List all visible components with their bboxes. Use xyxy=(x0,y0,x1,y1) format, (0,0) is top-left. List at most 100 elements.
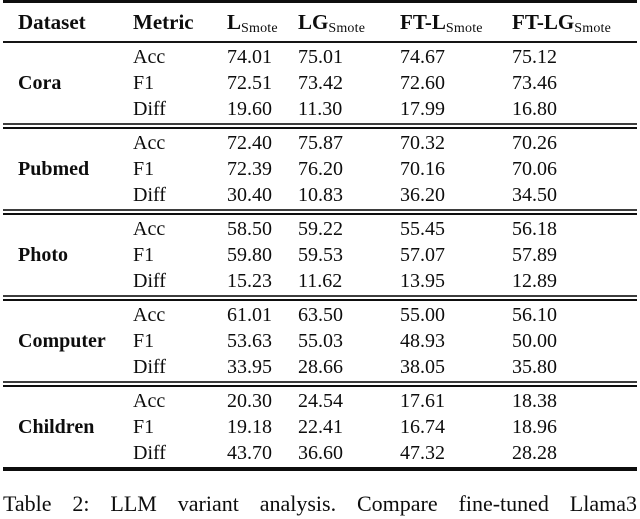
value-cell-1: 75.87 xyxy=(298,132,343,154)
table-row: Diff 33.95 28.66 38.05 35.80 xyxy=(0,354,640,380)
method-subscript: Smote xyxy=(328,20,366,36)
table-row: Acc 72.40 75.87 70.32 70.26 xyxy=(0,130,640,156)
table-row: Acc 58.50 59.22 55.45 56.18 xyxy=(0,216,640,242)
value-cell-0: 72.39 xyxy=(227,158,272,180)
method-name: L xyxy=(227,9,242,34)
metric-cell: Acc xyxy=(133,132,166,154)
value-cell-3: 75.12 xyxy=(512,46,557,68)
value-cell-3: 50.00 xyxy=(512,330,557,352)
header-cell-method-3: FT-LGSmote xyxy=(512,9,640,36)
metric-cell: Acc xyxy=(133,304,166,326)
metric-cell: Diff xyxy=(133,270,166,292)
table-row: Children F1 19.18 22.41 16.74 18.96 xyxy=(0,414,640,440)
table-row: Acc 61.01 63.50 55.00 56.10 xyxy=(0,302,640,328)
value-cell-1: 24.54 xyxy=(298,390,343,412)
value-cell-1: 73.42 xyxy=(298,72,343,94)
value-cell-2: 36.20 xyxy=(400,184,445,206)
method-subscript: Smote xyxy=(574,20,612,36)
metric-cell: Diff xyxy=(133,184,166,206)
value-cell-0: 33.95 xyxy=(227,356,272,378)
value-cell-2: 55.00 xyxy=(400,304,445,326)
value-cell-3: 56.10 xyxy=(512,304,557,326)
value-cell-2: 16.74 xyxy=(400,416,445,438)
value-cell-1: 36.60 xyxy=(298,442,343,464)
value-cell-0: 20.30 xyxy=(227,390,272,412)
method-subscript: Smote xyxy=(445,20,483,36)
paper-table-figure: Dataset Metric LSmote LGSmote FT-LSmote FT-… xyxy=(0,0,640,471)
value-cell-1: 11.30 xyxy=(298,98,343,120)
section-divider-rule xyxy=(3,295,637,301)
header-cell-metric: Metric xyxy=(133,9,194,34)
metric-cell: F1 xyxy=(133,416,155,438)
table-row: Diff 15.23 11.62 13.95 12.89 xyxy=(0,268,640,294)
dataset-cell: Cora xyxy=(18,72,62,94)
table-section-computer: Acc 61.01 63.50 55.00 56.10 Computer F1 53.63 55… xyxy=(0,301,640,381)
value-cell-0: 72.40 xyxy=(227,132,272,154)
value-cell-3: 18.38 xyxy=(512,390,557,412)
value-cell-1: 22.41 xyxy=(298,416,343,438)
table-top-rule xyxy=(3,0,637,3)
dataset-cell: Pubmed xyxy=(18,158,90,180)
value-cell-3: 34.50 xyxy=(512,184,557,206)
metric-cell: Acc xyxy=(133,46,166,68)
table-section-cora: Acc 74.01 75.01 74.67 75.12 Cora F1 72.51 73.42 7… xyxy=(0,43,640,123)
value-cell-1: 59.53 xyxy=(298,244,343,266)
value-cell-2: 57.07 xyxy=(400,244,445,266)
section-divider-rule xyxy=(3,123,637,129)
table-section-photo: Acc 58.50 59.22 55.45 56.18 Photo F1 59.80 59.53… xyxy=(0,215,640,295)
table-section-children: Acc 20.30 24.54 17.61 18.38 Children F1 19.18 22… xyxy=(0,387,640,467)
value-cell-2: 13.95 xyxy=(400,270,445,292)
value-cell-2: 55.45 xyxy=(400,218,445,240)
value-cell-0: 19.18 xyxy=(227,416,272,438)
value-cell-3: 12.89 xyxy=(512,270,557,292)
table-header-row: Dataset Metric LSmote LGSmote FT-LSmote FT-… xyxy=(0,3,640,41)
value-cell-1: 10.83 xyxy=(298,184,343,206)
value-cell-0: 74.01 xyxy=(227,46,272,68)
value-cell-0: 72.51 xyxy=(227,72,272,94)
metric-cell: Diff xyxy=(133,442,166,464)
header-cell-dataset: Dataset xyxy=(18,9,86,34)
metric-cell: Acc xyxy=(133,390,166,412)
table-row: Acc 74.01 75.01 74.67 75.12 xyxy=(0,44,640,70)
value-cell-1: 59.22 xyxy=(298,218,343,240)
metric-cell: F1 xyxy=(133,330,155,352)
header-cell-method-2: FT-LSmote xyxy=(400,9,512,36)
value-cell-1: 28.66 xyxy=(298,356,343,378)
value-cell-0: 53.63 xyxy=(227,330,272,352)
value-cell-2: 74.67 xyxy=(400,46,445,68)
value-cell-0: 61.01 xyxy=(227,304,272,326)
table-body: Acc 74.01 75.01 74.67 75.12 Cora F1 72.51 73.42 7… xyxy=(0,43,640,467)
section-divider-rule xyxy=(3,381,637,387)
table-caption: Table 2: LLM variant analysis. Compare f… xyxy=(3,491,637,516)
method-name: FT-L xyxy=(400,9,446,34)
value-cell-0: 43.70 xyxy=(227,442,272,464)
value-cell-2: 70.16 xyxy=(400,158,445,180)
table-row: Pubmed F1 72.39 76.20 70.16 70.06 xyxy=(0,156,640,182)
value-cell-2: 48.93 xyxy=(400,330,445,352)
value-cell-1: 11.62 xyxy=(298,270,343,292)
metric-cell: F1 xyxy=(133,244,155,266)
header-cell-method-1: LGSmote xyxy=(298,10,400,36)
value-cell-3: 70.26 xyxy=(512,132,557,154)
table-row: Photo F1 59.80 59.53 57.07 57.89 xyxy=(0,242,640,268)
table-row: Cora F1 72.51 73.42 72.60 73.46 xyxy=(0,70,640,96)
table-row: Diff 30.40 10.83 36.20 34.50 xyxy=(0,182,640,208)
value-cell-3: 57.89 xyxy=(512,244,557,266)
value-cell-2: 47.32 xyxy=(400,442,445,464)
metric-cell: F1 xyxy=(133,158,155,180)
value-cell-1: 75.01 xyxy=(298,46,343,68)
table-section-pubmed: Acc 72.40 75.87 70.32 70.26 Pubmed F1 72.39 76.2… xyxy=(0,129,640,209)
section-divider-rule xyxy=(3,209,637,215)
value-cell-1: 55.03 xyxy=(298,330,343,352)
value-cell-0: 30.40 xyxy=(227,184,272,206)
table-row: Computer F1 53.63 55.03 48.93 50.00 xyxy=(0,328,640,354)
value-cell-2: 17.99 xyxy=(400,98,445,120)
metric-cell: Acc xyxy=(133,218,166,240)
header-bottom-rule xyxy=(3,41,637,43)
value-cell-0: 15.23 xyxy=(227,270,272,292)
value-cell-3: 35.80 xyxy=(512,356,557,378)
value-cell-2: 17.61 xyxy=(400,390,445,412)
metric-cell: Diff xyxy=(133,356,166,378)
method-name: FT-LG xyxy=(512,9,575,34)
table-row: Diff 19.60 11.30 17.99 16.80 xyxy=(0,96,640,122)
